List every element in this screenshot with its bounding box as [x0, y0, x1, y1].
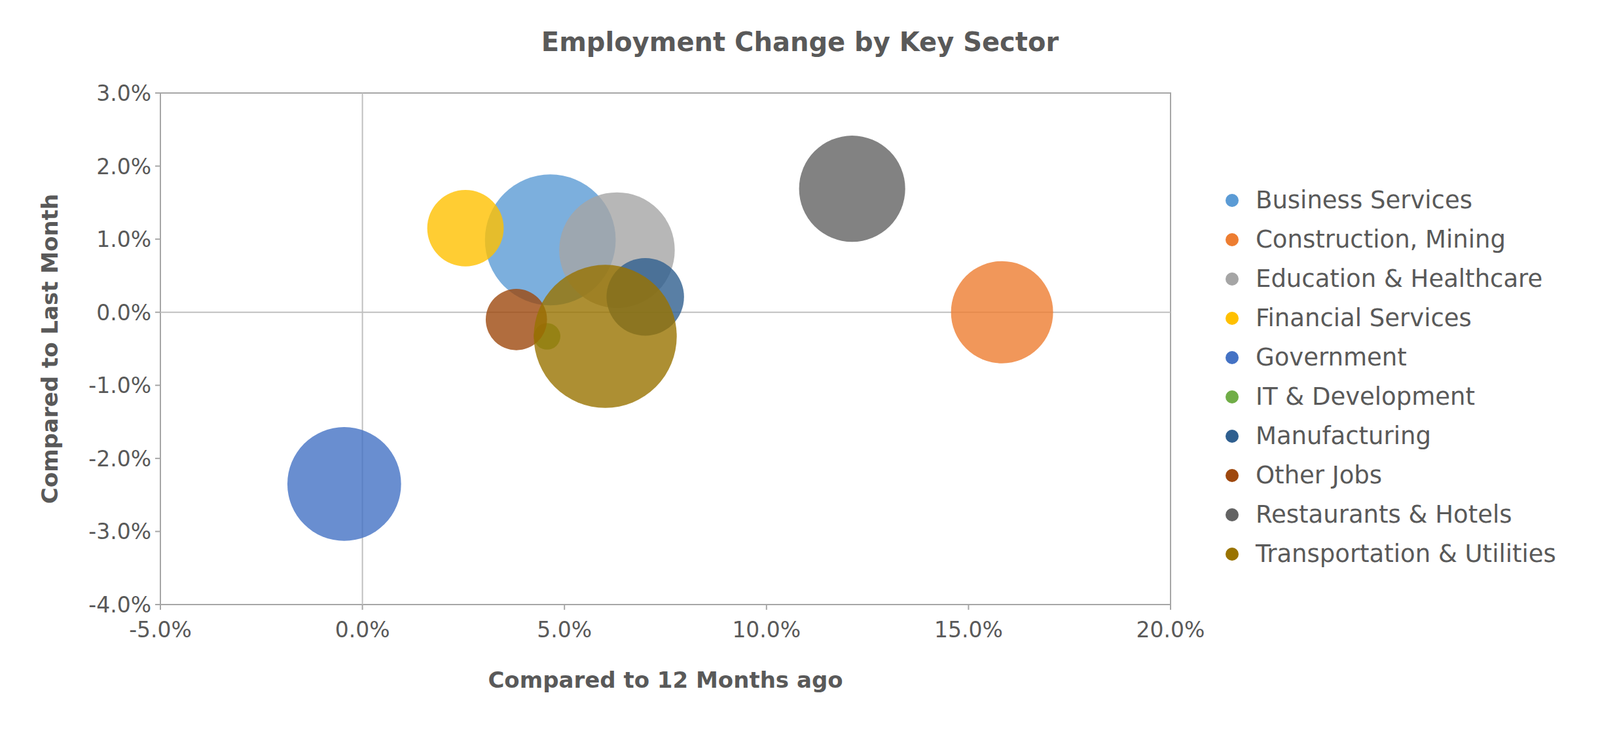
- x-tick-label: 5.0%: [536, 616, 592, 643]
- x-tick: [765, 604, 768, 610]
- legend-marker: [1225, 468, 1239, 482]
- legend-label: Restaurants & Hotels: [1255, 500, 1513, 529]
- legend-marker: [1225, 547, 1239, 561]
- legend-marker: [1225, 272, 1239, 286]
- legend-label: IT & Development: [1255, 382, 1475, 411]
- y-tick: [155, 311, 161, 313]
- legend-marker: [1225, 508, 1239, 522]
- legend-label: Other Jobs: [1255, 460, 1382, 490]
- legend-label: Financial Services: [1255, 303, 1472, 332]
- legend: Business Services Construction, Mining Edu…: [1225, 185, 1557, 568]
- plot-frame: [160, 92, 1171, 605]
- legend-label: Education & Healthcare: [1255, 264, 1543, 293]
- x-tick-label: -5.0%: [128, 616, 192, 643]
- y-tick-label: -4.0%: [88, 591, 152, 618]
- legend-label: Transportation & Utilities: [1254, 539, 1557, 568]
- title: Employment Change by Key Sector: [541, 26, 1060, 57]
- bubble: [287, 426, 402, 541]
- legend-marker: [1225, 193, 1239, 207]
- x-tick-label: 0.0%: [335, 616, 391, 643]
- y-tick: [155, 530, 161, 532]
- y-tick-label: -2.0%: [88, 445, 152, 472]
- legend-marker: [1225, 311, 1239, 325]
- y-tick-label: 3.0%: [96, 80, 152, 107]
- x-tick: [159, 604, 162, 610]
- y-tick: [155, 92, 161, 94]
- legend-marker: [1225, 233, 1239, 247]
- bubble: [427, 189, 505, 267]
- y-tick-label: 1.0%: [96, 226, 152, 253]
- legend-marker: [1225, 429, 1239, 443]
- bubbles: [287, 135, 1054, 541]
- x-tick: [967, 604, 969, 610]
- y-tick-label: -1.0%: [88, 372, 152, 399]
- bubble: [951, 261, 1054, 364]
- bubble: [533, 264, 677, 408]
- legend-label: Construction, Mining: [1255, 225, 1506, 254]
- legend-marker: [1225, 390, 1239, 404]
- x-axis-label: Compared to 12 Months ago: [487, 666, 843, 693]
- y-tick: [155, 603, 161, 605]
- y-tick: [155, 165, 161, 167]
- y-tick: [155, 384, 161, 386]
- x-tick-label: 20.0%: [1136, 616, 1206, 643]
- chart: Employment Change by Key Sector -5.0% 0.0%…: [0, 0, 1600, 729]
- x-tick: [1169, 604, 1172, 610]
- x-tick: [362, 604, 364, 610]
- y-tick-label: 0.0%: [96, 299, 152, 326]
- x-tick-label: 10.0%: [731, 616, 801, 643]
- x-tick: [563, 604, 565, 610]
- x-tick-label: 15.0%: [934, 616, 1003, 643]
- legend-label: Business Services: [1255, 185, 1473, 215]
- y-tick: [155, 457, 161, 459]
- legend-marker: [1225, 350, 1239, 364]
- y-axis-label: Compared to Last Month: [36, 193, 63, 504]
- bubble: [799, 135, 906, 242]
- legend-label: Government: [1255, 343, 1407, 372]
- legend-label: Manufacturing: [1255, 421, 1432, 450]
- y-tick-label: 2.0%: [96, 153, 152, 180]
- y-tick: [155, 238, 161, 240]
- y-tick-label: -3.0%: [88, 518, 152, 545]
